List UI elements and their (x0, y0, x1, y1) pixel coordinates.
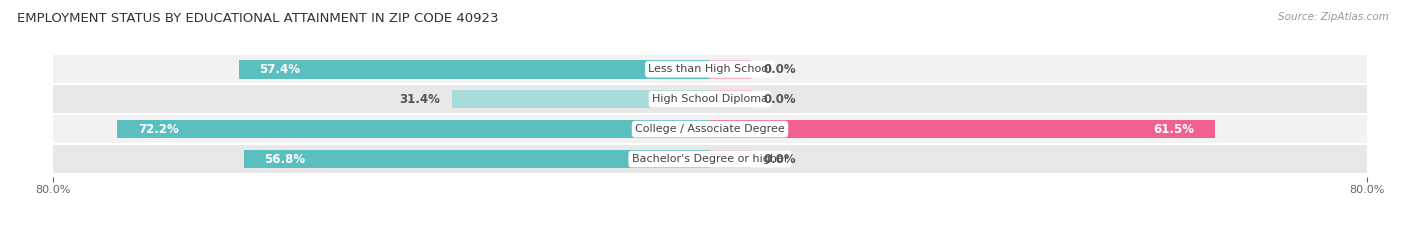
Bar (243, 150, 710, 168)
Bar (453, 90, 710, 109)
Bar (710, 120, 1215, 138)
Bar (53, 86, 1367, 113)
Text: 56.8%: 56.8% (264, 153, 305, 166)
Text: 0.0%: 0.0% (763, 93, 796, 106)
Text: EMPLOYMENT STATUS BY EDUCATIONAL ATTAINMENT IN ZIP CODE 40923: EMPLOYMENT STATUS BY EDUCATIONAL ATTAINM… (17, 12, 498, 25)
Text: College / Associate Degree: College / Associate Degree (636, 124, 785, 134)
Bar (710, 60, 751, 79)
Text: 0.0%: 0.0% (763, 63, 796, 76)
Text: 31.4%: 31.4% (399, 93, 440, 106)
Text: 61.5%: 61.5% (1153, 123, 1194, 136)
Text: Bachelor's Degree or higher: Bachelor's Degree or higher (631, 154, 789, 164)
Text: 0.0%: 0.0% (763, 153, 796, 166)
Bar (118, 120, 710, 138)
Bar (710, 90, 751, 109)
Text: Less than High School: Less than High School (648, 64, 772, 74)
Bar (710, 150, 751, 168)
Text: Source: ZipAtlas.com: Source: ZipAtlas.com (1278, 12, 1389, 22)
Text: 57.4%: 57.4% (260, 63, 301, 76)
Bar (53, 115, 1367, 143)
Bar (53, 145, 1367, 173)
Text: High School Diploma: High School Diploma (652, 94, 768, 104)
Bar (239, 60, 710, 79)
Text: 72.2%: 72.2% (138, 123, 179, 136)
Bar (53, 55, 1367, 83)
Legend: In Labor Force, Unemployed: In Labor Force, Unemployed (612, 230, 808, 233)
